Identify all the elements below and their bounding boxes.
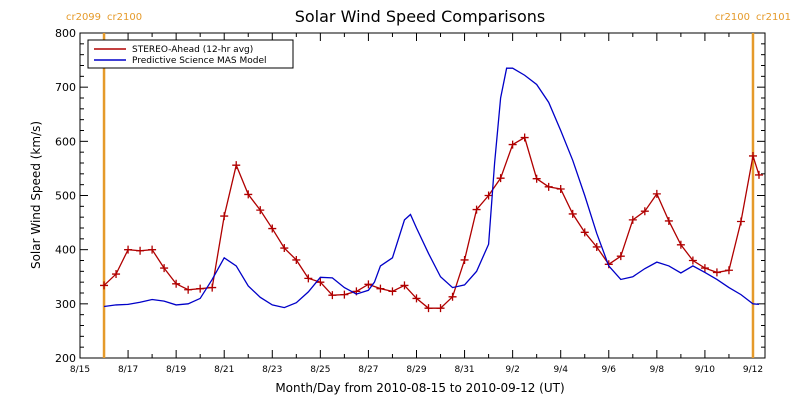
data-point-marker bbox=[508, 140, 517, 149]
plot-area: 200 300 400 500 600 700 800 8/15 8/17 8/19 8/21 8/2… bbox=[55, 12, 791, 375]
carrington-label-left: cr2100 bbox=[715, 12, 750, 23]
data-point-marker bbox=[724, 266, 733, 275]
data-point-marker bbox=[220, 212, 229, 221]
data-point-marker bbox=[712, 268, 721, 277]
data-point-marker bbox=[172, 279, 181, 288]
carrington-label-right: cr2100 bbox=[107, 12, 142, 23]
y-tick-label: 600 bbox=[55, 135, 76, 148]
data-point-marker bbox=[424, 304, 433, 313]
data-point-marker bbox=[412, 294, 421, 303]
legend-label: STEREO-Ahead (12-hr avg) bbox=[132, 45, 253, 55]
x-tick-label: 8/19 bbox=[166, 365, 186, 375]
data-point-marker bbox=[280, 244, 289, 253]
data-point-marker bbox=[244, 190, 253, 199]
data-point-marker bbox=[436, 304, 445, 313]
legend-box bbox=[87, 39, 294, 69]
data-point-marker bbox=[580, 228, 589, 237]
data-point-marker bbox=[532, 174, 541, 183]
data-point-marker bbox=[232, 161, 241, 170]
mas-model-line bbox=[103, 67, 760, 309]
data-point-marker bbox=[160, 264, 169, 273]
data-point-marker bbox=[496, 174, 505, 183]
x-tick-label: 9/6 bbox=[602, 365, 617, 375]
data-point-marker bbox=[484, 191, 493, 200]
data-point-marker bbox=[268, 224, 277, 233]
data-point-marker bbox=[676, 240, 685, 249]
x-tick-label: 9/12 bbox=[743, 365, 763, 375]
x-tick-label: 9/10 bbox=[695, 365, 715, 375]
data-point-marker bbox=[520, 133, 529, 142]
y-tick-label: 200 bbox=[55, 352, 76, 365]
data-point-marker bbox=[568, 209, 577, 218]
data-point-marker bbox=[754, 170, 763, 179]
data-point-marker bbox=[316, 278, 325, 287]
data-point-marker bbox=[388, 287, 397, 296]
data-point-marker bbox=[616, 252, 625, 261]
x-tick-label: 8/21 bbox=[214, 365, 234, 375]
y-axis-label: Solar Wind Speed (km/s) bbox=[29, 121, 43, 269]
data-point-marker bbox=[328, 291, 337, 300]
data-point-marker bbox=[460, 255, 469, 264]
data-point-marker bbox=[544, 182, 553, 191]
data-point-marker bbox=[664, 216, 673, 225]
y-tick-label: 400 bbox=[55, 244, 76, 257]
data-point-marker bbox=[196, 284, 205, 293]
carrington-label-left: cr2099 bbox=[66, 12, 101, 23]
x-tick-label: 8/15 bbox=[70, 365, 90, 375]
data-point-marker bbox=[124, 245, 133, 254]
data-point-marker bbox=[256, 206, 265, 215]
data-point-marker bbox=[208, 283, 217, 292]
x-tick-label: 8/23 bbox=[262, 365, 282, 375]
chart-title: Solar Wind Speed Comparisons bbox=[295, 7, 546, 26]
y-tick-label: 700 bbox=[55, 81, 76, 94]
data-point-marker bbox=[628, 215, 637, 224]
x-axis-label: Month/Day from 2010-08-15 to 2010-09-12 … bbox=[275, 381, 564, 395]
data-point-marker bbox=[292, 255, 301, 264]
x-tick-label: 9/2 bbox=[505, 365, 519, 375]
data-point-marker bbox=[748, 151, 757, 160]
data-point-marker bbox=[652, 189, 661, 198]
data-point-marker bbox=[376, 284, 385, 293]
x-tick-label: 8/25 bbox=[310, 365, 330, 375]
data-point-marker bbox=[340, 290, 349, 299]
x-tick-label: 9/4 bbox=[553, 365, 568, 375]
data-point-marker bbox=[688, 256, 697, 265]
data-point-marker bbox=[448, 292, 457, 301]
data-point-marker bbox=[700, 264, 709, 273]
data-point-marker bbox=[364, 280, 373, 289]
data-point-marker bbox=[556, 185, 565, 193]
data-point-marker bbox=[100, 281, 109, 290]
y-tick-label: 500 bbox=[55, 190, 76, 203]
data-point-marker bbox=[304, 274, 313, 283]
x-tick-label: 8/17 bbox=[118, 365, 138, 375]
data-point-marker bbox=[112, 270, 121, 279]
data-point-marker bbox=[184, 285, 193, 294]
data-point-marker bbox=[592, 242, 601, 251]
x-tick-label: 8/29 bbox=[406, 365, 426, 375]
y-tick-label: 800 bbox=[55, 27, 76, 40]
y-tick-label: 300 bbox=[55, 298, 76, 311]
data-point-marker bbox=[640, 207, 649, 216]
data-point-marker bbox=[736, 217, 745, 226]
data-point-marker bbox=[400, 281, 409, 290]
legend-label: Predictive Science MAS Model bbox=[132, 56, 267, 66]
data-point-marker bbox=[136, 246, 145, 255]
carrington-label-right: cr2101 bbox=[756, 12, 791, 23]
x-tick-label: 9/8 bbox=[650, 365, 665, 375]
data-point-marker bbox=[148, 245, 157, 254]
x-tick-label: 8/31 bbox=[454, 365, 474, 375]
data-point-marker bbox=[472, 205, 481, 214]
x-tick-label: 8/27 bbox=[358, 365, 378, 375]
